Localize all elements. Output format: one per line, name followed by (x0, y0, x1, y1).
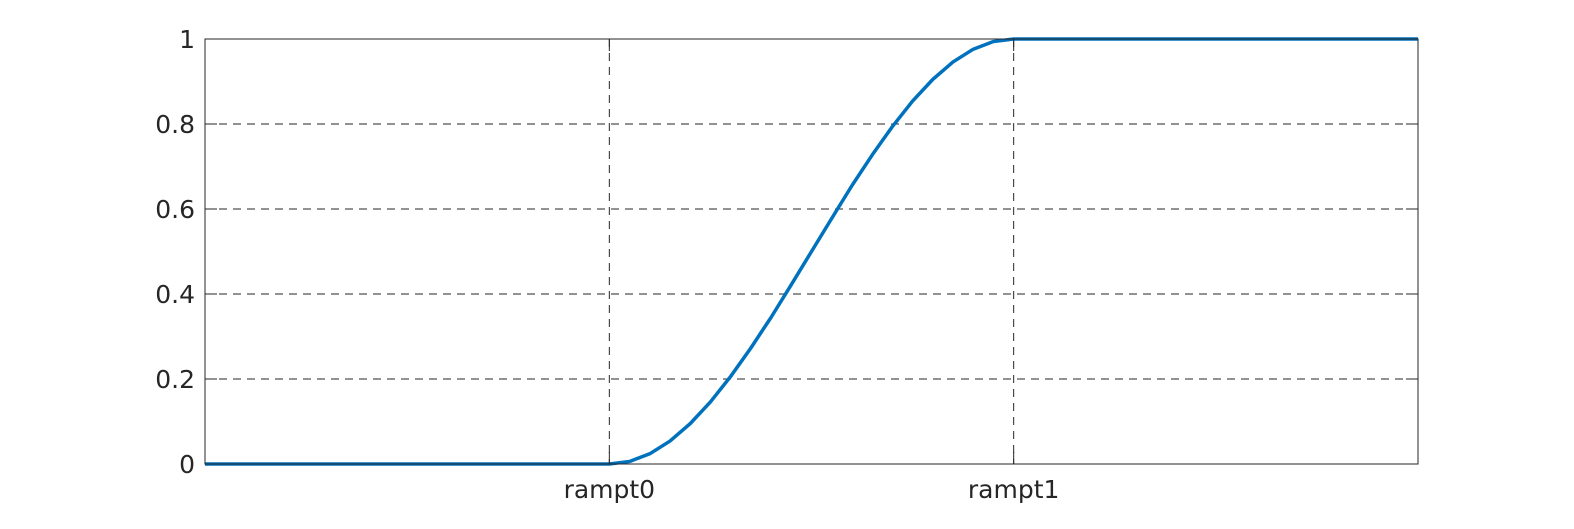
series-line (205, 37, 1418, 466)
grid (205, 39, 1418, 464)
y-tick-label: 1 (179, 25, 195, 54)
x-tick-label: rampt0 (564, 475, 656, 504)
tick-marks (205, 38, 1418, 465)
y-tick-label: 0.6 (155, 195, 195, 224)
y-tick-label: 0.4 (155, 280, 195, 309)
y-tick-label: 0.2 (155, 365, 195, 394)
axes-box (204, 38, 1419, 465)
series-layer (205, 37, 1418, 466)
series-group (205, 37, 1418, 466)
y-tick-labels: 0 0.2 0.4 0.6 0.8 1 (155, 25, 195, 479)
x-tick-label: rampt1 (968, 475, 1060, 504)
y-tick-label: 0.8 (155, 110, 195, 139)
x-tick-labels: rampt0 rampt1 (564, 475, 1060, 504)
y-tick-label: 0 (179, 450, 195, 479)
